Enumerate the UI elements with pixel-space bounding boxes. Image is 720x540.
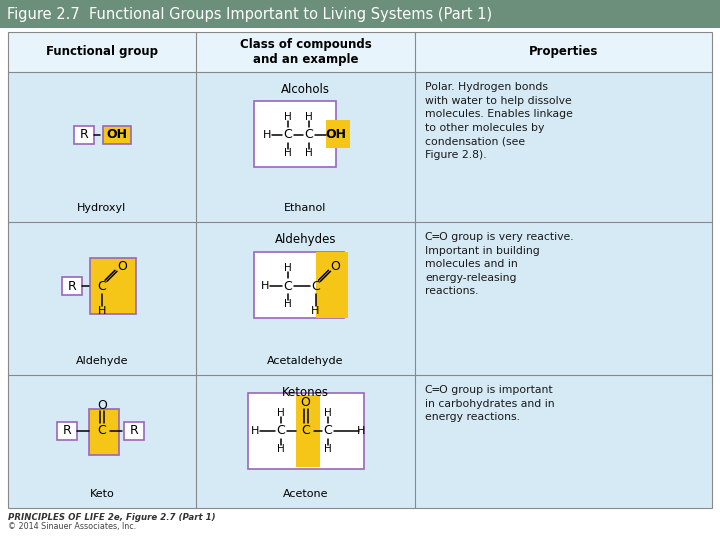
Bar [8, 32, 712, 508]
Text: C: C [301, 424, 310, 437]
Bar [253, 101, 336, 167]
Bar [315, 252, 348, 318]
Bar [248, 393, 364, 469]
Text: OH: OH [325, 129, 346, 141]
Text: Acetone: Acetone [283, 489, 328, 499]
Text: R: R [63, 424, 71, 437]
Text: H: H [276, 444, 284, 454]
Text: H: H [284, 264, 292, 273]
Bar [253, 252, 343, 318]
Text: Properties: Properties [528, 45, 598, 58]
Text: Aldehydes: Aldehydes [275, 233, 336, 246]
Text: H: H [261, 281, 270, 291]
Text: Polar. Hydrogen bonds
with water to help dissolve
molecules. Enables linkage
to : Polar. Hydrogen bonds with water to help… [425, 82, 573, 160]
Bar [325, 120, 349, 148]
Text: H: H [98, 306, 106, 316]
Text: O: O [300, 396, 310, 409]
Text: H: H [357, 426, 366, 436]
Text: Alcohols: Alcohols [281, 83, 330, 96]
Text: R: R [68, 280, 76, 293]
Bar [57, 422, 77, 440]
Text: Functional group: Functional group [46, 45, 158, 58]
Bar [103, 126, 131, 144]
Text: H: H [276, 408, 284, 418]
Bar [89, 409, 119, 455]
Text: C═O group is important
in carbohydrates and in
energy reactions.: C═O group is important in carbohydrates … [425, 385, 554, 422]
Text: © 2014 Sinauer Associates, Inc.: © 2014 Sinauer Associates, Inc. [8, 523, 136, 531]
Text: H: H [323, 444, 331, 454]
Text: C: C [98, 424, 107, 437]
Text: O: O [117, 260, 127, 273]
Text: C: C [98, 280, 107, 293]
Text: C: C [283, 280, 292, 293]
Text: H: H [251, 426, 260, 436]
Text: C: C [311, 280, 320, 293]
Text: C═O group is very reactive.
Important in building
molecules and in
energy-releas: C═O group is very reactive. Important in… [425, 232, 574, 296]
Bar [8, 32, 712, 72]
Bar [90, 258, 136, 314]
Text: Hydroxyl: Hydroxyl [77, 203, 127, 213]
Text: PRINCIPLES OF LIFE 2e, Figure 2.7 (Part 1): PRINCIPLES OF LIFE 2e, Figure 2.7 (Part … [8, 512, 215, 522]
Text: Ketones: Ketones [282, 386, 329, 399]
Bar [0, 0, 720, 28]
Text: H: H [305, 148, 312, 158]
Text: OH: OH [107, 129, 127, 141]
Text: O: O [330, 260, 341, 273]
Text: H: H [284, 299, 292, 309]
Text: H: H [311, 306, 320, 316]
Text: Keto: Keto [89, 489, 114, 499]
Text: Figure 2.7  Functional Groups Important to Living Systems (Part 1): Figure 2.7 Functional Groups Important t… [7, 6, 492, 22]
Bar [124, 422, 144, 440]
Text: R: R [130, 424, 138, 437]
Text: C: C [323, 424, 332, 437]
Text: C: C [283, 129, 292, 141]
Text: C: C [276, 424, 285, 437]
Bar [62, 277, 82, 295]
Bar [8, 32, 712, 508]
Text: Acetaldehyde: Acetaldehyde [267, 356, 343, 366]
Text: C: C [304, 129, 313, 141]
Text: Aldehyde: Aldehyde [76, 356, 128, 366]
Bar [295, 395, 320, 467]
Text: H: H [284, 148, 292, 158]
Text: H: H [323, 408, 331, 418]
Text: H: H [264, 130, 271, 140]
Bar [74, 126, 94, 144]
Text: O: O [97, 400, 107, 413]
Text: H: H [305, 112, 312, 122]
Text: Class of compounds
and an example: Class of compounds and an example [240, 38, 372, 66]
Text: R: R [80, 129, 89, 141]
Text: H: H [284, 112, 292, 122]
Text: Ethanol: Ethanol [284, 203, 327, 213]
